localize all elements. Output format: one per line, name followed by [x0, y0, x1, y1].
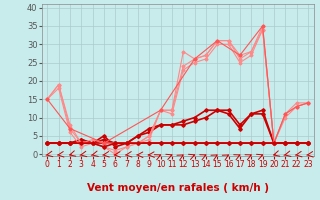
X-axis label: Vent moyen/en rafales ( km/h ): Vent moyen/en rafales ( km/h ): [87, 183, 268, 193]
